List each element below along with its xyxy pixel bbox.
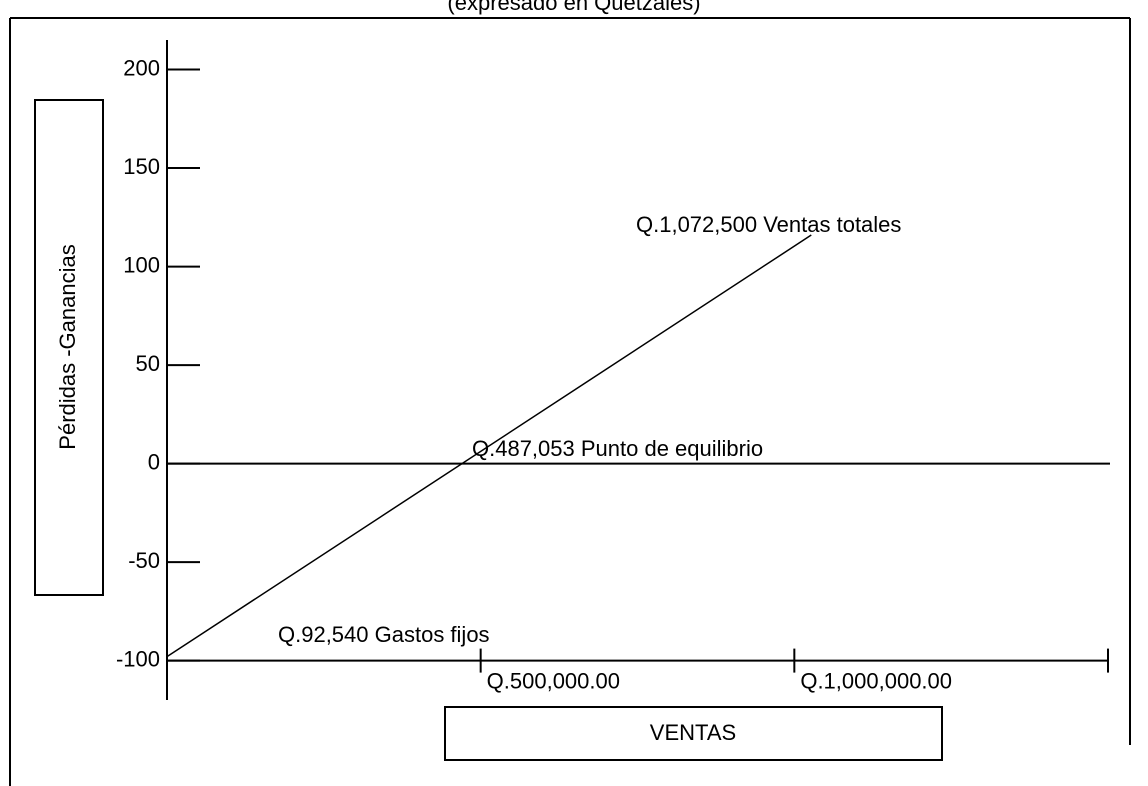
x-tick-label: Q.500,000.00 — [487, 668, 620, 693]
y-tick-label: 100 — [123, 252, 160, 277]
x-tick-label: Q.1,000,000.00 — [800, 668, 952, 693]
annotation: Q.1,072,500 Ventas totales — [636, 212, 901, 237]
y-tick-label: 50 — [136, 351, 160, 376]
x-label-box — [444, 706, 943, 761]
line-series — [166, 234, 812, 658]
y-label-box — [34, 99, 104, 596]
chart-subtitle: (expresado en Quetzales) — [447, 0, 700, 15]
y-tick-label: 200 — [123, 55, 160, 80]
y-axis-label: Pérdidas -Ganancias — [55, 244, 80, 449]
y-tick-label: 150 — [123, 154, 160, 179]
x-axis-label: VENTAS — [650, 720, 736, 745]
y-tick-label: -100 — [116, 646, 160, 671]
y-tick-label: -50 — [128, 548, 160, 573]
annotation: Q.487,053 Punto de equilibrio — [472, 436, 763, 461]
annotation: Q.92,540 Gastos fijos — [278, 622, 490, 647]
y-tick-label: 0 — [148, 449, 160, 474]
